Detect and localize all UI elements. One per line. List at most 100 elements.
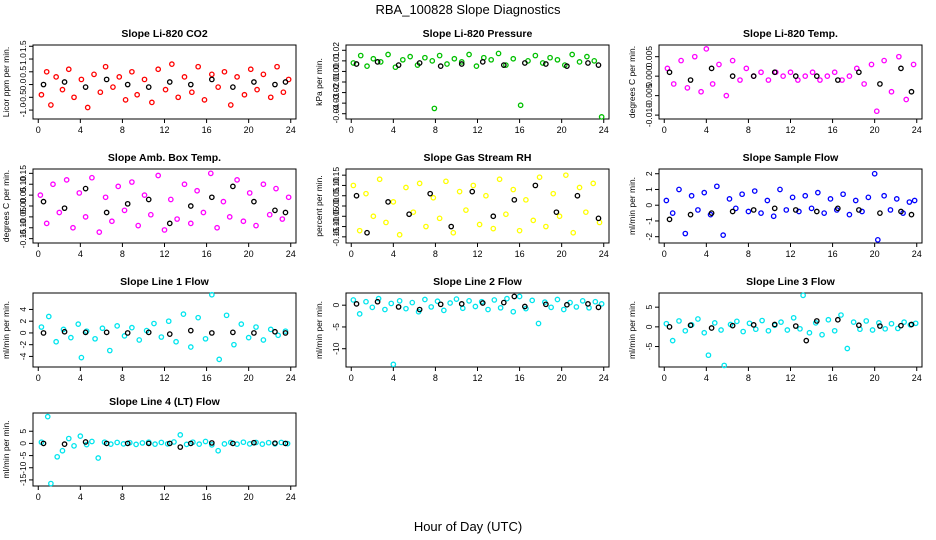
- data-point: [77, 433, 84, 439]
- data-point: [666, 323, 673, 330]
- data-point: [750, 73, 757, 80]
- data-point: [227, 102, 234, 108]
- data-point: [777, 186, 783, 193]
- data-point: [282, 330, 289, 336]
- x-tick-label: 24: [599, 125, 609, 135]
- data-point: [887, 207, 894, 213]
- data-point: [63, 177, 70, 183]
- x-tick-label: 8: [746, 249, 751, 259]
- data-point: [155, 172, 162, 179]
- data-point: [485, 306, 491, 313]
- data-point: [813, 73, 820, 80]
- data-point: [208, 291, 215, 298]
- x-tick-label: 20: [244, 373, 254, 383]
- data-point: [663, 197, 670, 204]
- data-point: [595, 215, 602, 222]
- data-point: [723, 92, 730, 99]
- data-point: [151, 320, 157, 327]
- data-point: [503, 211, 509, 218]
- y-tick-label: -10: [18, 461, 28, 474]
- data-point: [510, 186, 517, 193]
- data-point: [395, 304, 402, 310]
- x-tick-label: 12: [472, 249, 482, 259]
- data-point: [350, 182, 357, 189]
- data-point: [353, 192, 360, 199]
- data-point: [356, 227, 363, 234]
- data-point: [737, 77, 743, 83]
- data-point: [729, 322, 736, 329]
- data-point: [177, 444, 184, 450]
- data-point: [273, 185, 279, 192]
- data-point: [556, 213, 563, 220]
- data-point: [500, 299, 507, 306]
- data-point: [751, 188, 758, 194]
- data-point: [353, 61, 360, 67]
- data-point: [595, 62, 602, 68]
- panel-title: Slope Line 2 Flow: [433, 276, 523, 288]
- data-point: [758, 69, 764, 76]
- data-point: [253, 439, 259, 446]
- y-tick-label: 0.05: [331, 187, 341, 204]
- y-tick-label: -0.03: [331, 93, 341, 113]
- data-point: [453, 296, 460, 302]
- data-point: [888, 320, 895, 327]
- data-point: [216, 356, 223, 363]
- panel-title: Slope Line 4 (LT) Flow: [109, 396, 220, 408]
- data-point: [399, 56, 406, 63]
- data-point: [576, 59, 583, 65]
- data-point: [253, 324, 259, 330]
- data-point: [758, 210, 764, 216]
- x-tick-label: 24: [912, 249, 922, 259]
- data-point: [70, 224, 76, 231]
- data-point: [869, 327, 876, 333]
- data-point: [739, 191, 745, 198]
- data-point: [76, 190, 83, 196]
- data-point: [78, 76, 85, 83]
- data-point: [532, 52, 539, 59]
- data-point: [831, 69, 838, 76]
- y-tick-label: 1.0: [18, 53, 28, 65]
- x-tick-label: 12: [785, 125, 795, 135]
- panel-y-axis-label: Licor ppm per min.: [1, 47, 11, 117]
- data-point: [906, 199, 913, 205]
- data-point: [61, 441, 68, 447]
- data-point: [831, 327, 838, 334]
- data-point: [590, 180, 597, 187]
- y-tick-label: 0.10: [331, 177, 341, 194]
- data-point: [792, 73, 799, 80]
- data-point: [284, 440, 291, 447]
- panel-y-axis-label: ml/min per min.: [627, 177, 637, 235]
- x-tick-label: 0: [36, 125, 41, 135]
- data-point: [708, 210, 715, 216]
- data-point: [877, 81, 883, 87]
- data-point: [357, 52, 364, 59]
- data-point: [82, 185, 89, 192]
- data-point: [817, 77, 823, 83]
- series-2: [353, 182, 602, 236]
- data-point: [370, 55, 377, 62]
- data-point: [174, 216, 180, 222]
- data-point: [169, 61, 175, 67]
- data-point: [711, 320, 718, 326]
- series-1: [663, 292, 919, 369]
- x-tick-label: 0: [36, 492, 41, 502]
- y-tick-label: -0.02: [331, 83, 341, 103]
- data-point: [708, 325, 715, 331]
- data-point: [279, 216, 286, 222]
- data-point: [806, 329, 813, 336]
- data-point: [716, 61, 722, 68]
- data-point: [230, 183, 236, 190]
- data-point: [476, 221, 483, 228]
- data-point: [395, 62, 402, 68]
- data-point: [145, 440, 152, 447]
- y-tick-label: -2: [18, 341, 28, 349]
- x-tick-label: 24: [286, 125, 296, 135]
- data-point: [554, 56, 561, 63]
- data-point: [740, 328, 747, 335]
- data-point: [410, 209, 417, 216]
- data-point: [564, 301, 570, 308]
- panel-y-axis-label: degrees C per min.: [627, 46, 637, 118]
- data-point: [903, 96, 910, 103]
- data-point: [669, 337, 676, 344]
